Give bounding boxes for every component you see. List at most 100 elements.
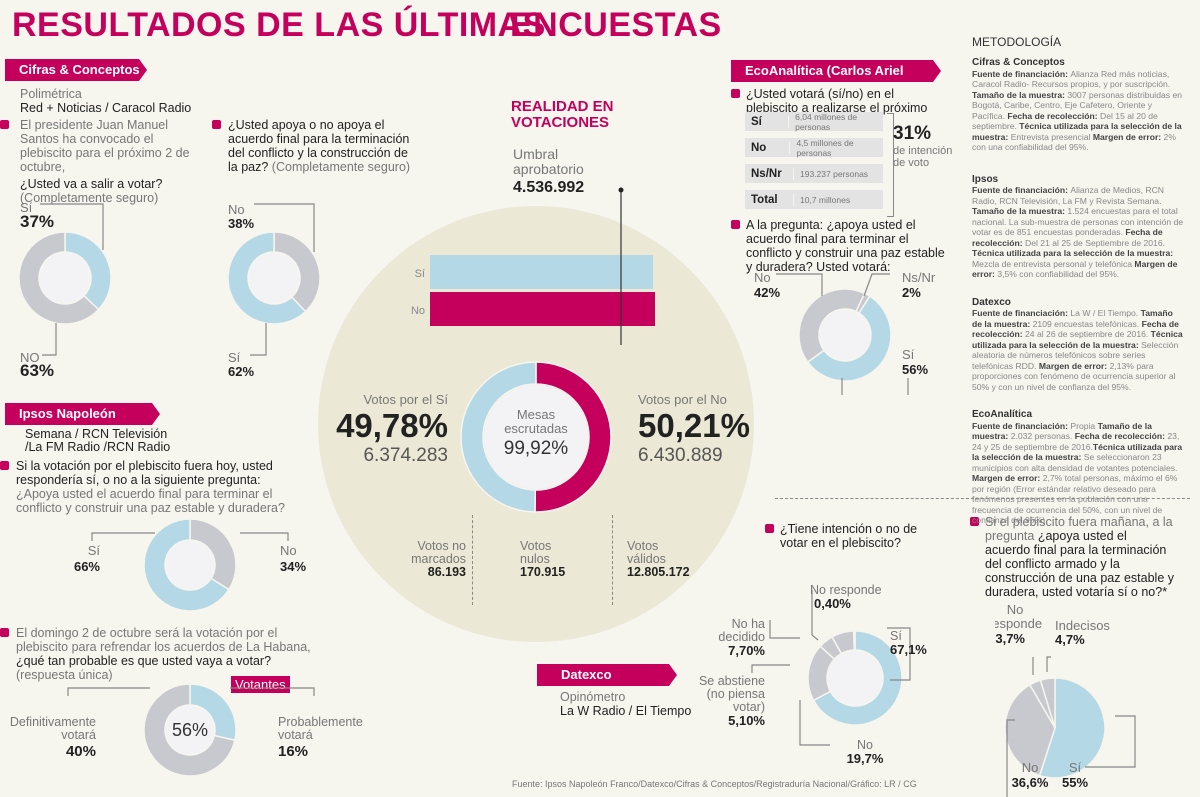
eco-row-value: 193.237 personas — [800, 168, 869, 179]
eco-table: Sí 6,04 millones de personas No 4,5 millone… — [745, 112, 883, 216]
donut-hole — [828, 651, 882, 705]
divider — [612, 515, 613, 605]
section-divider — [775, 498, 1190, 499]
tag-datexco: Datexco — [537, 664, 677, 686]
slice-sí — [1038, 677, 1106, 779]
footer-source: Fuente: Ipsos Napoleón Franco/Datexco/Ci… — [512, 779, 917, 789]
eco-q2: A la pregunta: ¿apoya usted el acuerdo f… — [731, 218, 946, 274]
votos-no-block: Votos por el No 50,21% 6.430.889 — [638, 392, 768, 467]
validos-block: Votos válidos 12.805.172 — [627, 540, 690, 579]
ipsos-q2-light: El domingo 2 de octubre será la votación… — [16, 626, 311, 654]
donut-hole — [249, 253, 299, 303]
eco-q2-text: A la pregunta: ¿apoya usted el acuerdo f… — [746, 218, 945, 274]
slice-no — [18, 231, 100, 325]
label-si: Sí — [228, 350, 241, 365]
votos-no-title: Votos por el No — [638, 392, 727, 407]
donut-cifras-apoya: No 38% Sí 62% — [227, 202, 321, 379]
datexco-q1-text: ¿Tiene intención o no de votar en el ple… — [780, 522, 918, 550]
votos-si-count: 6.374.283 — [363, 445, 448, 466]
leader-line — [230, 687, 315, 696]
bullet-icon — [731, 220, 740, 229]
slice-sí — [806, 295, 892, 382]
leader-line — [254, 203, 315, 252]
label-decidido: decidido — [718, 630, 765, 644]
leader-line — [863, 273, 890, 297]
eco-table-row: Ns/Nr 193.237 personas — [745, 164, 883, 183]
tag-cifras-conceptos: Cifras & Conceptos — [5, 59, 147, 81]
cifras-q1-note: (Completamente seguro) — [20, 191, 159, 205]
metodologia-block-title: Ipsos — [972, 173, 999, 185]
umbral-value: 4.536.992 — [513, 179, 585, 196]
slice-no-responde — [853, 630, 856, 651]
eco-intent-l2: de voto — [893, 157, 930, 169]
donut-mesas: Mesas escrutadas 99,92% — [460, 361, 612, 513]
metodologia-block-text: Fuente de financiación: La W / El Tiempo… — [972, 308, 1183, 392]
label-no: No — [857, 738, 873, 752]
pie-datexco-apoya: No responde 3,7% Indecisos 4,7% No 36,6%… — [995, 602, 1136, 797]
bar-si — [430, 255, 654, 289]
leader-line — [776, 273, 823, 296]
datexco-q2-bold: ¿apoya usted el acuerdo final para la te… — [985, 529, 1175, 599]
leader-line — [40, 203, 104, 250]
donut-eco-apoya: No 42% Ns/Nr 2% Sí 56% — [754, 270, 936, 395]
value-probablemente: 16% — [278, 743, 308, 760]
leader-line — [250, 323, 267, 356]
bullet-icon — [212, 120, 221, 129]
cifras-q1: El presidente Juan Manuel Santos ha conv… — [0, 118, 200, 205]
donut-slices — [807, 630, 903, 726]
slice-no — [534, 361, 612, 513]
eco-row-key: No — [745, 141, 791, 154]
votos-si-block: Votos por el Sí 49,78% 6.374.283 — [330, 392, 448, 467]
nomarcados-value: 86.193 — [427, 565, 466, 579]
label-no: NO — [20, 350, 40, 365]
label-no-ha: No ha — [732, 617, 765, 631]
slice-no — [798, 288, 866, 364]
bullet-icon — [0, 120, 9, 129]
slice-no — [273, 231, 321, 313]
ipsos-media1: Semana / RCN Televisión — [25, 427, 168, 441]
eco-table-row: Total 10,7 millones — [745, 190, 883, 209]
ipsos-q2-bold: ¿qué tan probable es que usted vaya a vo… — [16, 654, 272, 668]
divider — [472, 515, 473, 605]
bullet-icon — [0, 628, 9, 637]
nulos-l1: Votos — [520, 539, 552, 553]
eco-table-row: No 4,5 millones de personas — [745, 137, 883, 158]
eco-intent-pct: 31% — [893, 123, 932, 144]
center-pct: 99,92% — [504, 438, 569, 459]
value-si: 62% — [228, 364, 254, 379]
label-no: No — [280, 543, 297, 558]
umbral-label2: aprobatorio — [513, 161, 584, 177]
cifras-sub2: Red + Noticias / Caracol Radio — [20, 101, 192, 115]
metodologia-list: Cifras & Conceptos Fuente de financiación… — [972, 57, 1184, 526]
metodologia-title: METODOLOGÍA — [972, 35, 1062, 49]
datexco-sub1: Opinómetro — [560, 690, 626, 704]
leader-line — [1085, 715, 1136, 768]
threshold-dot — [618, 187, 624, 193]
realidad-bar-chart: Sí No — [411, 187, 655, 345]
leader-line — [811, 590, 819, 641]
eco-intent-l1: de intención — [893, 145, 953, 157]
validos-l2: válidos — [627, 552, 666, 566]
slice-sí — [460, 361, 537, 513]
leader-line — [67, 687, 150, 696]
cifras-q1-bold: ¿Usted va a salir a votar? — [20, 177, 163, 191]
ipsos-media: Semana / RCN Televisión /La FM Radio /RC… — [25, 428, 170, 454]
label-nsnr: Ns/Nr — [902, 270, 936, 285]
donut-hole — [484, 385, 588, 489]
cifras-q2-note: (Completamente seguro) — [271, 160, 411, 174]
slice-definitivamente-votará — [143, 683, 236, 777]
value-no: 42% — [754, 285, 780, 300]
value-si: 56% — [902, 362, 928, 377]
bullet-icon — [765, 524, 774, 533]
label-votara2: votará — [278, 728, 313, 742]
value-se-abstiene: 5,10% — [728, 713, 765, 728]
datexco-q2-light: Si el plebiscito fuera mañana, a la preg… — [985, 515, 1173, 543]
label-responde: responde — [995, 616, 1042, 631]
eco-row-value: 4,5 millones de personas — [796, 137, 854, 158]
label-no-responde: No responde — [810, 583, 882, 597]
nomarcados-block: Votos no marcados 86.193 — [380, 540, 466, 579]
donut-slices — [798, 288, 892, 382]
value-no: 19,7% — [847, 751, 884, 766]
nulos-l2: nulos — [520, 552, 550, 566]
page-title-part1: RESULTADOS DE LAS ÚLTIMAS — [12, 6, 546, 44]
